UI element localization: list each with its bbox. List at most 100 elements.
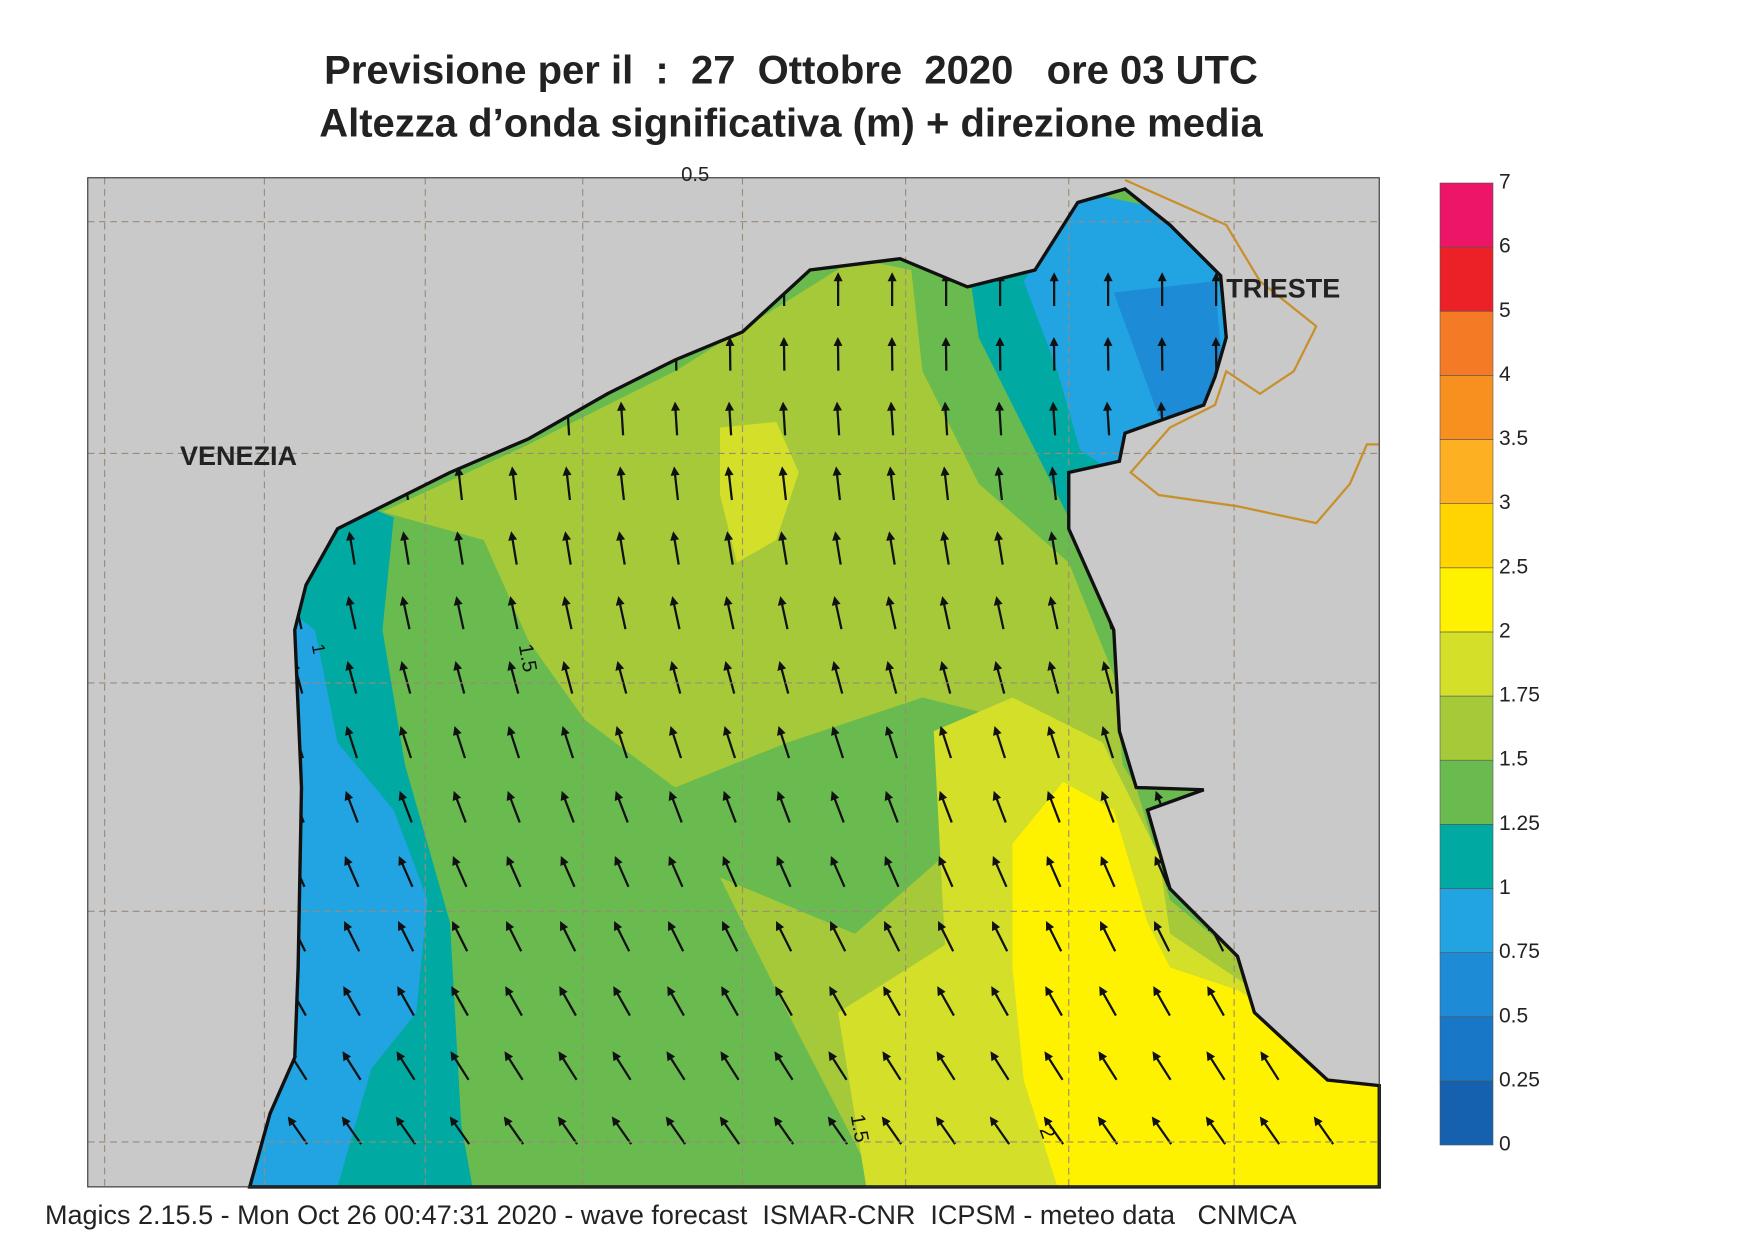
arrow-head bbox=[995, 336, 1005, 346]
arrow-shaft bbox=[778, 729, 791, 759]
arrow bbox=[830, 855, 846, 888]
arrow-shaft bbox=[401, 665, 412, 694]
arrow-shaft bbox=[1045, 1119, 1065, 1145]
arrow-shaft bbox=[1047, 859, 1062, 888]
arrow-shaft bbox=[779, 665, 790, 694]
arrow-head bbox=[1211, 336, 1221, 346]
arrow bbox=[1048, 531, 1058, 565]
arrow-head bbox=[831, 725, 840, 736]
arrow-shaft bbox=[831, 859, 846, 888]
arrow-head bbox=[994, 466, 1004, 476]
arrow-shaft bbox=[939, 859, 954, 888]
arrow-head bbox=[1154, 855, 1163, 867]
arrow-head bbox=[449, 1116, 459, 1127]
arrow bbox=[1100, 921, 1117, 952]
arrow bbox=[883, 986, 901, 1017]
arrow bbox=[504, 1051, 524, 1081]
arrow-shaft bbox=[996, 535, 1004, 565]
arrow bbox=[346, 531, 356, 565]
arrow bbox=[992, 921, 1009, 952]
color-legend: 0 0.25 0.5 0.75 1 1.25 1.5 1.75 2 2.5 3 3.5 4 5 6 7 bbox=[1439, 171, 1540, 1156]
arrow-head bbox=[832, 466, 842, 476]
arrow-head bbox=[615, 725, 624, 736]
arrow-head bbox=[617, 401, 627, 411]
arrow bbox=[991, 986, 1009, 1017]
arrow bbox=[287, 1116, 309, 1145]
arrow-head bbox=[668, 855, 677, 867]
arrow-shaft bbox=[721, 1054, 740, 1081]
arrow-head bbox=[398, 790, 408, 801]
arrow-head bbox=[777, 725, 786, 736]
arrow-head bbox=[1313, 1116, 1323, 1127]
arrow bbox=[557, 1116, 579, 1145]
arrow bbox=[1049, 272, 1059, 306]
arrow-head bbox=[990, 1051, 1000, 1062]
arrow-shaft bbox=[780, 600, 789, 630]
arrow-head bbox=[937, 986, 946, 997]
arrow bbox=[995, 401, 1005, 436]
arrow bbox=[778, 466, 788, 501]
arrow-head bbox=[397, 986, 406, 997]
arrow bbox=[939, 596, 951, 630]
arrow bbox=[936, 1051, 956, 1081]
arrow bbox=[1260, 1051, 1280, 1081]
arrow bbox=[400, 531, 410, 565]
arrow-head bbox=[778, 466, 788, 476]
arrow bbox=[342, 1051, 362, 1081]
arrow bbox=[396, 1051, 416, 1081]
arrow-shaft bbox=[726, 600, 735, 630]
arrow-shaft bbox=[669, 859, 684, 888]
arrow-shaft bbox=[830, 989, 847, 1017]
arrow-shaft bbox=[456, 535, 464, 565]
arrow-shaft bbox=[559, 1054, 578, 1081]
arrow bbox=[935, 1116, 957, 1145]
arrow-head bbox=[612, 1051, 622, 1062]
subtitle: Altezza d’onda significativa (m) + direz… bbox=[319, 102, 1263, 146]
arrow bbox=[721, 986, 739, 1017]
arrow-shaft bbox=[562, 729, 575, 759]
arrow bbox=[507, 596, 519, 630]
arrow bbox=[1101, 725, 1115, 759]
arrow-head bbox=[723, 596, 733, 606]
arrow bbox=[1048, 466, 1058, 501]
arrow bbox=[885, 725, 899, 759]
legend-label: 0.75 bbox=[1499, 940, 1540, 963]
arrow bbox=[722, 921, 739, 952]
arrow bbox=[884, 921, 901, 952]
arrow-shaft bbox=[562, 794, 575, 823]
arrow bbox=[723, 725, 737, 759]
arrow-shaft bbox=[829, 1054, 848, 1081]
arrow bbox=[506, 790, 521, 823]
arrow bbox=[345, 596, 357, 630]
arrow-head bbox=[398, 921, 407, 932]
legend-swatch bbox=[1439, 1080, 1494, 1146]
arrow-head bbox=[1047, 725, 1056, 736]
arrow-head bbox=[777, 596, 787, 606]
arrow-head bbox=[616, 466, 626, 476]
arrow-shaft bbox=[1046, 989, 1063, 1017]
arrow-head bbox=[720, 1051, 730, 1062]
arrow-shaft bbox=[1102, 729, 1115, 759]
arrow-shaft bbox=[942, 535, 950, 565]
arrow-head bbox=[941, 401, 951, 411]
arrow-shaft bbox=[670, 794, 683, 823]
arrow-head bbox=[887, 336, 897, 346]
arrow-shaft bbox=[613, 1054, 632, 1081]
arrow bbox=[830, 921, 847, 952]
arrow-head bbox=[614, 790, 624, 801]
arrow bbox=[343, 986, 361, 1017]
arrow-shaft bbox=[505, 1119, 525, 1145]
arrow bbox=[990, 1051, 1010, 1081]
arrow-shaft bbox=[727, 470, 734, 501]
arrow-head bbox=[399, 725, 408, 736]
arrow bbox=[1100, 790, 1115, 823]
map-frame bbox=[87, 177, 1380, 1188]
arrow-head bbox=[830, 921, 839, 932]
arrow bbox=[1045, 986, 1063, 1017]
arrow-shaft bbox=[886, 794, 899, 823]
arrow-shaft bbox=[775, 1054, 794, 1081]
arrow-shaft bbox=[885, 924, 901, 952]
arrow-shaft bbox=[505, 1054, 524, 1081]
legend-label: 1 bbox=[1499, 876, 1511, 899]
arrow bbox=[671, 401, 681, 436]
